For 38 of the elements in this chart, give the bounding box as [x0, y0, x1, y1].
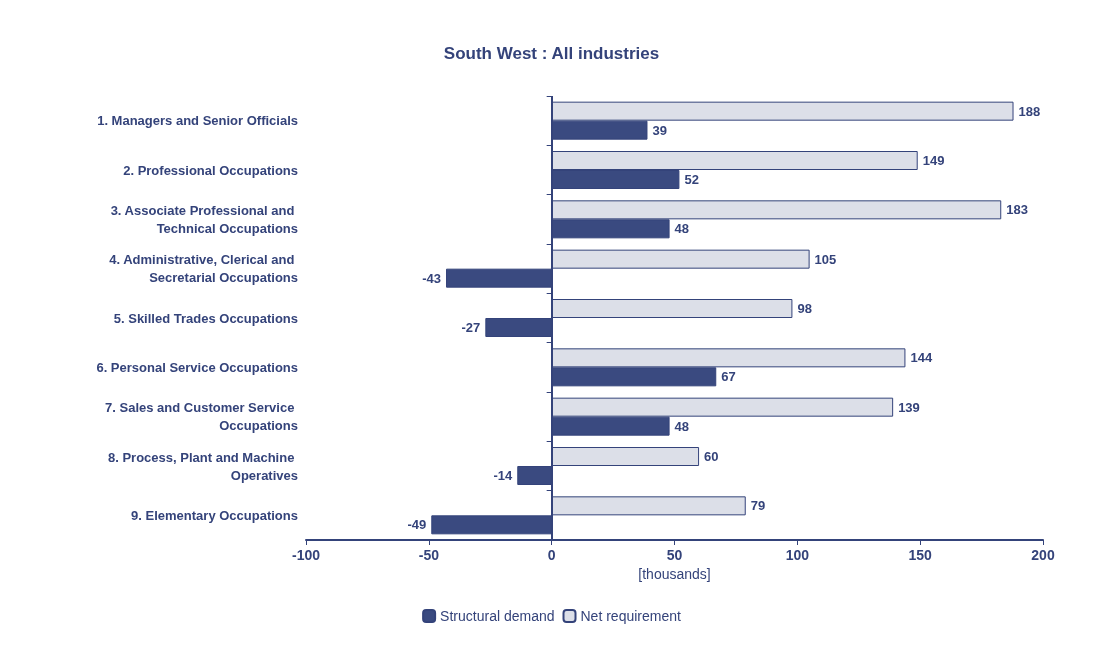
x-tick-label: 100: [785, 547, 810, 563]
x-tick-label: -100: [291, 547, 321, 563]
x-tick-label: 150: [908, 547, 933, 563]
data-label: -43: [422, 270, 442, 286]
data-label: 52: [684, 172, 699, 187]
data-label: 183: [1006, 202, 1028, 218]
data-label: 105: [814, 251, 837, 267]
data-label: 188: [1018, 103, 1041, 119]
data-label: -14: [493, 468, 514, 483]
data-label: 67: [721, 369, 736, 385]
x-tick-label: 50: [666, 547, 683, 563]
y-tick-label: 9. Elementary Occupations: [131, 507, 298, 523]
legend-label: Structural demand: [440, 608, 555, 624]
data-label: 139: [898, 399, 920, 415]
data-label: 149: [922, 153, 945, 168]
y-tick-label: 8. Process, Plant and Machine Operatives: [107, 449, 298, 483]
y-tick-label: 2. Professional Occupations: [123, 162, 298, 178]
x-tick-label: 200: [1031, 547, 1055, 563]
y-tick-label: 6. Personal Service Occupations: [96, 359, 298, 375]
data-label: 39: [652, 122, 667, 138]
y-tick-label: 3. Associate Professional and Technical Occupations: [110, 202, 298, 236]
data-label: 98: [797, 301, 812, 316]
data-label: 48: [674, 221, 690, 237]
y-tick-label: 4. Administrative, Clerical and Secretarial Occupations: [109, 252, 298, 286]
data-label: 79: [750, 498, 766, 514]
data-label: 60: [704, 449, 719, 464]
x-axis-title: [thousands]: [638, 565, 711, 582]
data-label: -27: [461, 320, 481, 335]
x-tick-label: 0: [547, 547, 556, 563]
y-tick-label: 1. Managers and Senior Officials: [97, 113, 298, 129]
x-tick-label: -50: [418, 547, 440, 563]
data-label: 144: [910, 350, 933, 366]
data-label: -49: [407, 517, 427, 533]
y-tick-label: 5. Skilled Trades Occupations: [113, 310, 298, 326]
legend-label: Net requirement: [580, 608, 681, 624]
y-tick-label: 7. Sales and Customer Service Occupations: [105, 400, 298, 434]
chart-title: South West : All industries: [443, 44, 660, 63]
data-label: 48: [674, 418, 690, 434]
